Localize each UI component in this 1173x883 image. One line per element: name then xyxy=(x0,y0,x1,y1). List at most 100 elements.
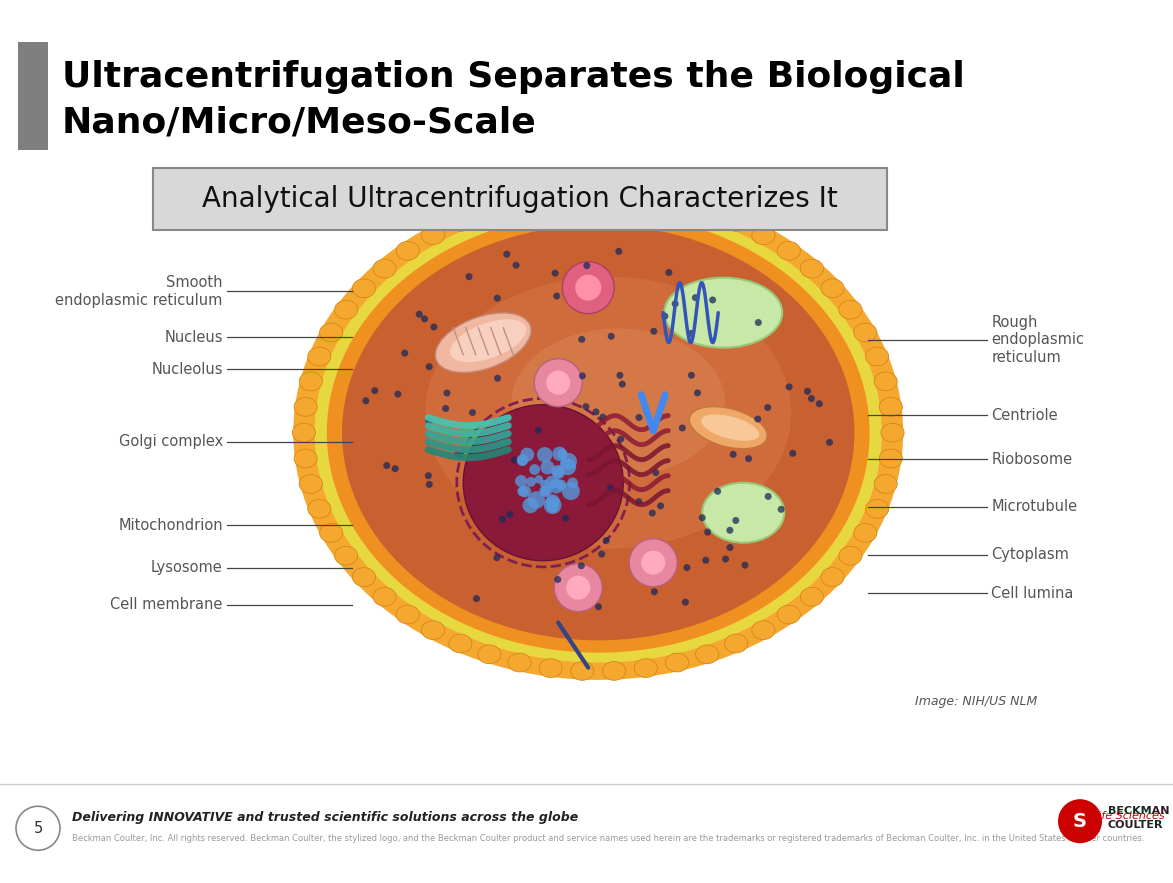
Circle shape xyxy=(384,462,391,469)
Ellipse shape xyxy=(508,653,531,672)
Ellipse shape xyxy=(854,524,877,542)
Text: Riobosome: Riobosome xyxy=(991,452,1072,466)
Ellipse shape xyxy=(352,279,375,298)
Text: BECKMAN: BECKMAN xyxy=(1108,805,1169,816)
Text: Nano/Micro/Meso-Scale: Nano/Micro/Meso-Scale xyxy=(62,105,537,139)
Circle shape xyxy=(522,497,538,513)
Ellipse shape xyxy=(866,347,889,366)
Circle shape xyxy=(545,494,560,509)
Text: S: S xyxy=(1073,811,1087,831)
Text: Nucleus: Nucleus xyxy=(164,330,223,344)
Ellipse shape xyxy=(396,241,419,260)
Circle shape xyxy=(560,458,576,475)
Ellipse shape xyxy=(373,260,396,278)
Circle shape xyxy=(684,564,691,571)
Ellipse shape xyxy=(874,474,897,494)
Ellipse shape xyxy=(477,645,501,664)
Circle shape xyxy=(804,388,811,395)
Ellipse shape xyxy=(880,397,902,416)
Circle shape xyxy=(726,544,733,551)
Ellipse shape xyxy=(571,185,594,204)
Circle shape xyxy=(499,516,506,523)
Circle shape xyxy=(551,465,564,478)
Circle shape xyxy=(503,251,510,258)
Ellipse shape xyxy=(603,661,625,680)
Circle shape xyxy=(567,576,590,600)
Circle shape xyxy=(426,363,433,370)
Ellipse shape xyxy=(571,661,594,680)
Circle shape xyxy=(599,413,606,420)
Circle shape xyxy=(665,269,672,276)
Circle shape xyxy=(745,455,752,462)
Circle shape xyxy=(442,405,449,412)
Circle shape xyxy=(694,389,701,396)
Ellipse shape xyxy=(314,203,882,662)
Text: Beckman Coulter, Inc. All rights reserved. Beckman Coulter, the stylized logo, a: Beckman Coulter, Inc. All rights reserve… xyxy=(72,834,1145,843)
Text: Mitochondrion: Mitochondrion xyxy=(118,518,223,532)
Circle shape xyxy=(528,491,545,509)
Ellipse shape xyxy=(665,653,689,672)
Ellipse shape xyxy=(449,213,472,231)
Circle shape xyxy=(657,502,664,509)
Circle shape xyxy=(616,372,623,379)
Circle shape xyxy=(687,330,694,337)
Circle shape xyxy=(430,323,438,330)
Text: Centriole: Centriole xyxy=(991,408,1058,422)
Ellipse shape xyxy=(396,605,419,624)
Circle shape xyxy=(554,292,561,299)
Circle shape xyxy=(692,294,699,301)
Ellipse shape xyxy=(701,414,759,441)
Ellipse shape xyxy=(635,188,657,207)
Ellipse shape xyxy=(635,659,657,677)
Circle shape xyxy=(754,416,761,423)
Circle shape xyxy=(650,328,657,335)
Ellipse shape xyxy=(839,547,862,565)
Ellipse shape xyxy=(880,449,902,468)
Ellipse shape xyxy=(752,621,775,639)
Circle shape xyxy=(516,454,528,466)
Circle shape xyxy=(764,404,771,411)
Circle shape xyxy=(606,485,613,492)
Circle shape xyxy=(808,395,815,402)
Ellipse shape xyxy=(294,397,317,416)
Circle shape xyxy=(515,475,527,487)
Circle shape xyxy=(789,449,796,457)
Ellipse shape xyxy=(778,241,800,260)
Ellipse shape xyxy=(305,195,891,670)
Circle shape xyxy=(603,537,610,544)
Text: Delivering INNOVATIVE and trusted scientific solutions across the globe: Delivering INNOVATIVE and trusted scient… xyxy=(72,811,578,824)
Circle shape xyxy=(473,595,480,602)
Circle shape xyxy=(544,496,562,514)
Circle shape xyxy=(362,397,369,404)
Ellipse shape xyxy=(690,406,767,449)
Circle shape xyxy=(372,387,378,394)
Text: Golgi complex: Golgi complex xyxy=(118,434,223,449)
Circle shape xyxy=(636,414,643,421)
Ellipse shape xyxy=(292,423,316,442)
Ellipse shape xyxy=(319,323,343,342)
Circle shape xyxy=(741,562,748,569)
Ellipse shape xyxy=(540,188,562,207)
Ellipse shape xyxy=(603,185,625,204)
Ellipse shape xyxy=(426,276,792,548)
Ellipse shape xyxy=(725,213,747,231)
Ellipse shape xyxy=(839,300,862,319)
Circle shape xyxy=(579,373,586,380)
Circle shape xyxy=(703,557,710,563)
Circle shape xyxy=(426,418,433,425)
Circle shape xyxy=(535,426,542,434)
Circle shape xyxy=(583,262,590,269)
Ellipse shape xyxy=(821,279,845,298)
Text: Image: NIH/US NLM: Image: NIH/US NLM xyxy=(915,695,1037,708)
Circle shape xyxy=(534,358,582,407)
Ellipse shape xyxy=(508,193,531,212)
Ellipse shape xyxy=(821,568,845,586)
Circle shape xyxy=(562,261,615,313)
Circle shape xyxy=(598,551,605,557)
Text: COULTER: COULTER xyxy=(1108,819,1164,830)
Circle shape xyxy=(549,479,564,494)
Circle shape xyxy=(704,529,711,536)
Ellipse shape xyxy=(703,483,785,543)
Circle shape xyxy=(443,389,450,396)
Circle shape xyxy=(392,465,399,472)
